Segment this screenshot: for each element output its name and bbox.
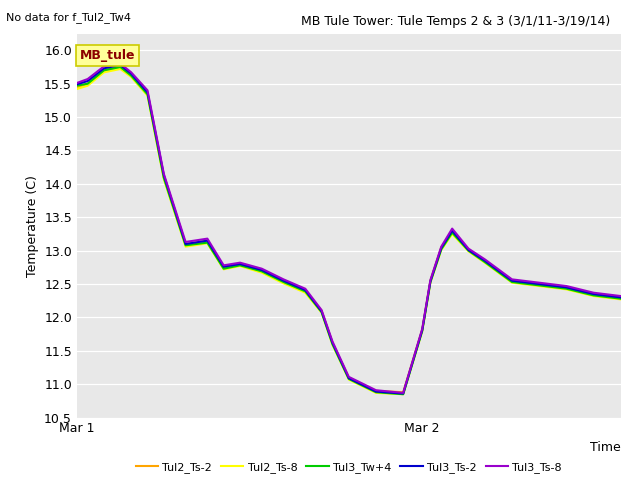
Text: No data for f_Tul2_Tw4: No data for f_Tul2_Tw4 xyxy=(6,12,131,23)
Text: MB_tule: MB_tule xyxy=(79,49,135,62)
Y-axis label: Temperature (C): Temperature (C) xyxy=(26,175,38,276)
Legend: Tul2_Ts-2, Tul2_Ts-8, Tul3_Tw+4, Tul3_Ts-2, Tul3_Ts-8: Tul2_Ts-2, Tul2_Ts-8, Tul3_Tw+4, Tul3_Ts… xyxy=(131,457,566,477)
Text: MB Tule Tower: Tule Temps 2 & 3 (3/1/11-3/19/14): MB Tule Tower: Tule Temps 2 & 3 (3/1/11-… xyxy=(301,15,610,28)
X-axis label: Time: Time xyxy=(590,441,621,454)
